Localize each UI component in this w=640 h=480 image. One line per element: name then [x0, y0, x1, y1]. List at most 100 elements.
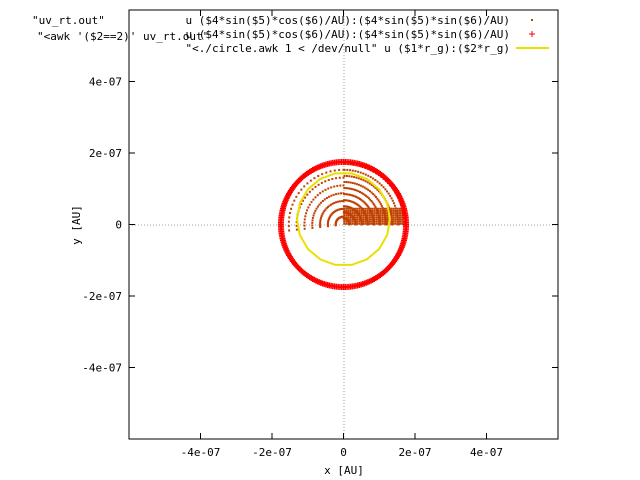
data-point: [288, 216, 291, 219]
data-point: [394, 212, 397, 215]
x-tick-label: 2e-07: [398, 446, 431, 459]
data-point: [355, 176, 358, 179]
data-point: [336, 209, 339, 212]
data-point: [390, 207, 393, 210]
data-point: [326, 222, 329, 225]
data-point: [335, 193, 338, 196]
data-point: [313, 212, 316, 215]
data-point: [338, 200, 341, 203]
data-point: [310, 201, 313, 204]
data-point: [327, 187, 330, 190]
data-point: [366, 207, 369, 210]
data-point: [290, 207, 293, 210]
data-point: [364, 212, 367, 215]
data-point: [366, 214, 369, 217]
data-point: [335, 201, 338, 204]
data-point: [345, 199, 348, 202]
data-point: [383, 210, 386, 213]
data-point: [327, 217, 330, 220]
data-point: [371, 212, 374, 215]
data-point: [386, 220, 389, 223]
data-point: [401, 216, 404, 219]
data-point: [392, 218, 395, 221]
data-point: [380, 184, 383, 187]
data-point: [360, 218, 363, 221]
data-point: [362, 222, 365, 225]
data-point: [394, 209, 397, 212]
data-point: [377, 214, 380, 217]
data-point: [381, 207, 384, 210]
data-point: [363, 201, 366, 204]
data-point: [398, 212, 401, 215]
data-point: [345, 222, 348, 225]
data-point: [347, 220, 350, 223]
data-point: [375, 218, 378, 221]
data-point: [398, 216, 401, 219]
data-point: [381, 218, 384, 221]
data-point: [291, 203, 294, 206]
data-point: [356, 207, 359, 210]
data-point: [353, 201, 356, 204]
data-point: [377, 222, 380, 225]
data-point: [327, 205, 330, 208]
data-point: [307, 206, 310, 209]
data-point: [345, 209, 348, 212]
data-point: [297, 192, 300, 195]
data-point: [355, 183, 358, 186]
data-point: [303, 221, 306, 224]
data-point: [386, 216, 389, 219]
data-point: [366, 209, 369, 212]
data-point: [368, 216, 371, 219]
data-point: [350, 175, 353, 178]
data-point: [330, 186, 333, 189]
data-point: [371, 207, 374, 210]
data-point: [295, 228, 298, 231]
data-point: [392, 220, 395, 223]
data-point: [401, 218, 404, 221]
data-point: [394, 218, 397, 221]
data-point: [360, 212, 363, 215]
legend-entry-1-label: u ($4*sin($5)*cos($6)/AU):($4*sin($5)*si…: [185, 14, 510, 27]
data-point: [320, 215, 323, 218]
y-tick-label: 0: [115, 219, 122, 232]
data-point: [394, 216, 397, 219]
data-point: [386, 218, 389, 221]
series-line-path: [296, 172, 391, 266]
data-point: [319, 222, 322, 225]
data-point: [351, 222, 354, 225]
data-point: [321, 190, 324, 193]
data-point: [368, 214, 371, 217]
data-point: [314, 185, 317, 188]
data-point: [360, 216, 363, 219]
data-point: [320, 181, 323, 184]
data-point: [394, 214, 397, 217]
data-point: [369, 198, 372, 201]
data-point: [346, 187, 349, 190]
data-point: [343, 220, 346, 223]
data-point: [396, 218, 399, 221]
data-point: [366, 181, 369, 184]
data-point: [342, 192, 345, 195]
data-point: [338, 176, 341, 179]
data-point: [357, 183, 360, 186]
data-point: [300, 188, 303, 191]
data-point: [375, 222, 378, 225]
data-point: [309, 179, 312, 182]
data-point: [365, 203, 368, 206]
data-point: [364, 180, 367, 183]
data-point: [319, 218, 322, 221]
data-point: [367, 197, 370, 200]
data-point: [362, 179, 365, 182]
data-point: [347, 209, 350, 212]
data-point: [358, 197, 361, 200]
data-point: [350, 187, 353, 190]
data-point: [374, 206, 377, 209]
data-point: [362, 172, 365, 175]
data-point: [377, 207, 380, 210]
data-point: [383, 212, 386, 215]
data-point: [377, 199, 380, 202]
data-point: [383, 214, 386, 217]
data-point: [358, 220, 361, 223]
data-point: [316, 194, 319, 197]
data-point: [333, 201, 336, 204]
